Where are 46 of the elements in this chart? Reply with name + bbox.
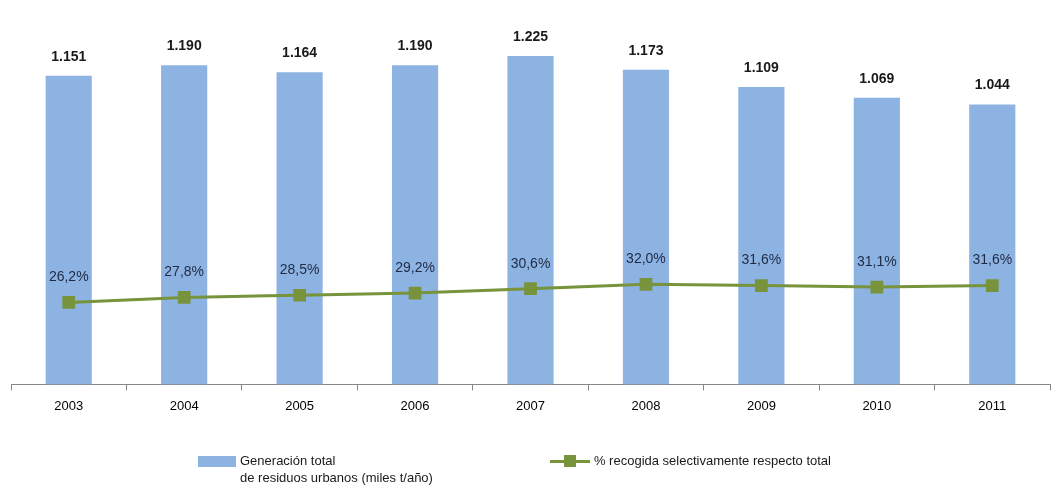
bar — [622, 69, 670, 385]
point — [870, 280, 884, 294]
x-tick-label: 2004 — [169, 397, 199, 413]
data-label: 1.190 — [166, 37, 202, 54]
point — [177, 291, 191, 304]
bar — [45, 75, 92, 385]
x-tick-label: 2003 — [54, 397, 84, 413]
data-label: 1.044 — [974, 76, 1010, 93]
data-label: 1.069 — [859, 69, 895, 86]
data-label: 31,6% — [741, 251, 782, 268]
data-label: 1.164 — [282, 44, 318, 61]
point — [755, 279, 768, 292]
point — [293, 288, 306, 302]
data-label: 1.225 — [512, 27, 549, 44]
bar — [738, 87, 785, 385]
x-tick-label: 2011 — [978, 397, 1007, 413]
bar — [161, 65, 208, 385]
bar — [507, 55, 554, 385]
point — [524, 282, 537, 296]
data-label: 28,5% — [279, 261, 320, 278]
x-tick-label: 2006 — [400, 397, 430, 413]
bar — [969, 104, 1016, 385]
data-label: 1.190 — [397, 37, 433, 54]
legend-label: % recogida selectivamente respecto total — [593, 452, 831, 469]
data-label: 26,2% — [48, 268, 89, 285]
data-label: 30,6% — [510, 254, 551, 271]
point — [62, 296, 76, 309]
x-tick-label: 2007 — [516, 397, 545, 413]
point — [985, 279, 999, 292]
bar — [853, 97, 900, 385]
data-label: 31,6% — [972, 251, 1013, 268]
data-label: 31,1% — [856, 252, 897, 269]
bar — [391, 65, 439, 385]
x-tick-label: 2005 — [285, 397, 315, 413]
data-label: 32,0% — [626, 250, 666, 267]
legend-label: Generación total de residuos urbanos (miles t/año) — [240, 452, 433, 486]
point — [639, 277, 653, 291]
data-label: 1.173 — [628, 41, 664, 58]
data-label: 1.151 — [51, 47, 87, 64]
bar — [276, 72, 323, 385]
x-tick-label: 2010 — [862, 397, 892, 413]
x-tick-label: 2009 — [746, 397, 776, 413]
data-label: 1.109 — [743, 58, 780, 75]
data-label: 27,8% — [164, 263, 205, 280]
data-label: 29,2% — [395, 258, 435, 275]
x-tick-label: 2008 — [631, 397, 661, 413]
